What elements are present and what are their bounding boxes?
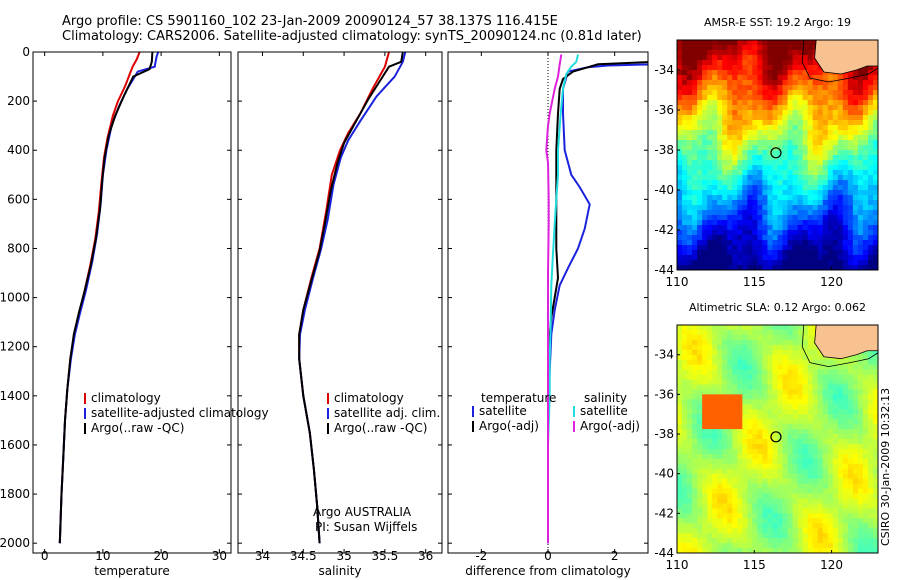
x-tick-label: 20 — [153, 549, 168, 563]
y-tick-label: 400 — [7, 143, 30, 157]
legend-diff-entry: satellite — [580, 404, 628, 418]
legend-diff-entry: satellite — [479, 404, 527, 418]
series-line-3-3 — [547, 54, 579, 544]
map-x-tick-label: 110 — [666, 275, 689, 289]
figure-title-line2: Climatology: CARS2006. Satellite-adjuste… — [62, 29, 642, 44]
series-line-3-1 — [547, 63, 648, 544]
map-title: Altimetric SLA: 0.12 Argo: 0.062 — [689, 301, 866, 314]
map-x-tick-label: 120 — [820, 558, 843, 572]
map-x-tick-label: 115 — [743, 275, 766, 289]
map-field-1 — [677, 40, 878, 270]
series-line-1-3 — [58, 52, 154, 544]
shelf-contour — [801, 40, 878, 83]
legend-temperature-entry: climatology — [91, 391, 161, 405]
x-axis-label: temperature — [94, 564, 169, 578]
y-tick-label: 1200 — [0, 340, 30, 354]
legend-temperature-entry: Argo(..raw -QC) — [91, 421, 184, 435]
x-tick-label: 34.5 — [290, 549, 317, 563]
legend-temperature-entry: satellite-adjusted climatology — [91, 406, 269, 420]
map-y-tick-label: -36 — [654, 387, 674, 401]
annotation-line1: Argo AUSTRALIA — [313, 505, 412, 519]
series-line-3-4 — [545, 54, 563, 544]
argo-location-marker — [770, 147, 782, 159]
legend-salinity-entry: satellite adj. clim. — [334, 406, 440, 420]
map-y-tick-label: -40 — [654, 183, 674, 197]
series-line-2-3 — [298, 52, 404, 544]
x-tick-label: 34 — [255, 549, 270, 563]
series-line-2-1 — [298, 52, 390, 544]
x-tick-label: 0 — [544, 549, 552, 563]
figure-title-line1: Argo profile: CS 5901160_102 23-Jan-2009… — [62, 14, 558, 29]
x-tick-label: 35 — [336, 549, 351, 563]
y-tick-label: 200 — [7, 94, 30, 108]
axes-frame-1 — [32, 51, 232, 554]
legend-diff-header: salinity — [584, 391, 627, 405]
map-frame-1 — [676, 39, 879, 271]
shelf-contour — [801, 325, 878, 368]
series-line-1-1 — [58, 52, 141, 544]
x-tick-label: 36 — [418, 549, 433, 563]
x-tick-label: -2 — [475, 549, 487, 563]
y-tick-label: 0 — [22, 45, 30, 59]
series-line-1-2 — [58, 52, 160, 544]
map-x-tick-label: 115 — [743, 558, 766, 572]
map-y-tick-label: -40 — [654, 467, 674, 481]
x-tick-label: 0 — [41, 549, 49, 563]
legend-diff-header: temperature — [481, 391, 556, 405]
legend-salinity-entry: Argo(..raw -QC) — [334, 421, 427, 435]
map-y-tick-label: -42 — [654, 223, 674, 237]
x-axis-label: salinity — [318, 564, 361, 578]
y-tick-label: 2000 — [0, 536, 30, 550]
x-tick-label: 2 — [611, 549, 619, 563]
y-tick-label: 600 — [7, 192, 30, 206]
x-tick-label: 30 — [212, 549, 227, 563]
map-y-tick-label: -34 — [654, 348, 674, 362]
map-y-tick-label: -34 — [654, 63, 674, 77]
map-field-2 — [677, 325, 878, 553]
map-title: AMSR-E SST: 19.2 Argo: 19 — [704, 16, 851, 29]
y-tick-label: 1000 — [0, 291, 30, 305]
axes-frame-2 — [237, 51, 443, 554]
x-axis-label: difference from climatology — [465, 564, 631, 578]
map-x-tick-label: 110 — [666, 558, 689, 572]
legend-salinity-entry: climatology — [334, 391, 404, 405]
y-tick-label: 800 — [7, 241, 30, 255]
x-tick-label: 10 — [95, 549, 110, 563]
map-y-tick-label: -42 — [654, 506, 674, 520]
credit-text: CSIRO 30-Jan-2009 10:32:13 — [879, 387, 892, 546]
y-tick-label: 1400 — [0, 389, 30, 403]
map-x-tick-label: 120 — [820, 275, 843, 289]
argo-location-marker — [770, 431, 782, 443]
x-tick-label: 35.5 — [372, 549, 399, 563]
map-y-tick-label: -36 — [654, 103, 674, 117]
map-y-tick-label: -44 — [654, 263, 674, 277]
land-mass — [814, 40, 878, 75]
y-tick-label: 1600 — [0, 438, 30, 452]
map-y-tick-label: -38 — [654, 143, 674, 157]
annotation-line2: PI: Susan Wijffels — [315, 520, 417, 534]
y-tick-label: 1800 — [0, 487, 30, 501]
legend-diff-entry: Argo(-adj) — [479, 419, 539, 433]
map-y-tick-label: -38 — [654, 427, 674, 441]
map-frame-2 — [676, 324, 879, 554]
legend-diff-entry: Argo(-adj) — [580, 419, 640, 433]
land-mass — [814, 325, 878, 360]
map-y-tick-label: -44 — [654, 546, 674, 560]
